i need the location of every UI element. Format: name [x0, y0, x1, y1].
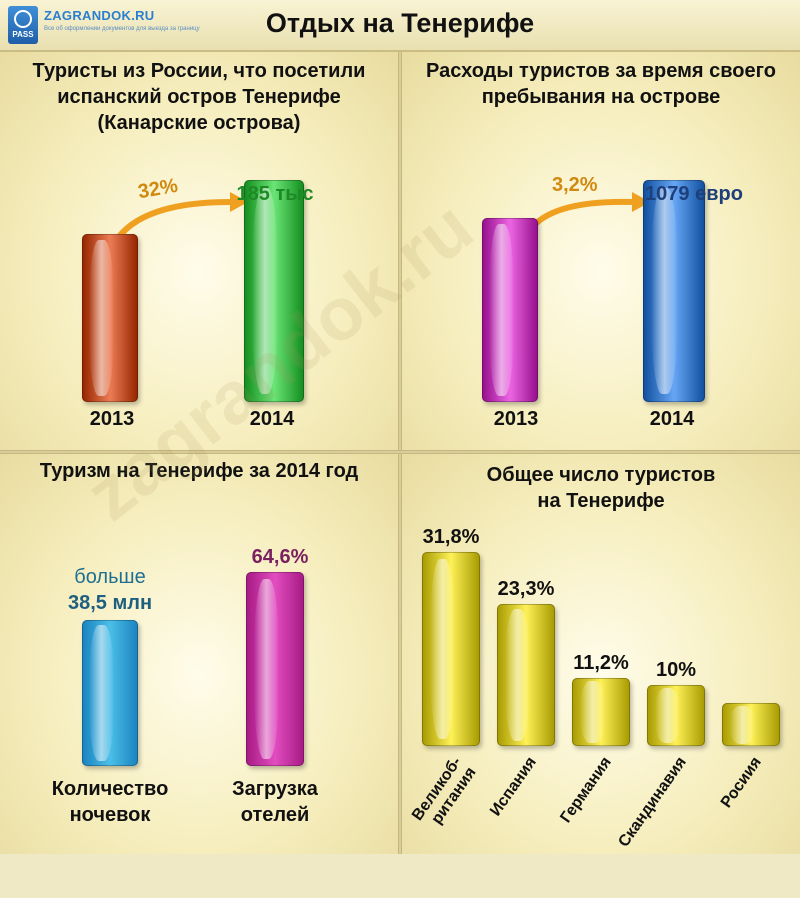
logo-subtitle: Все об оформлении документов для выезда …	[44, 26, 200, 32]
tick-label-2014: 2014	[649, 408, 695, 430]
chart-russian-tourists: Туристы из России, что посетили испански…	[0, 52, 398, 452]
bar-2014	[643, 180, 705, 402]
value-label-2: 23,3%	[497, 577, 555, 600]
chart-title: Туристы из России, что посетили испански…	[32, 60, 366, 134]
page-title: Отдых на Тенерифе	[265, 8, 535, 38]
bar-2013	[82, 234, 138, 402]
tick-label-2014: 2014	[249, 408, 295, 430]
bar-2014	[244, 180, 304, 402]
value-label-2014: 1079 евро	[645, 183, 743, 205]
chart-tourism-2014: Туризм на Тенерифе за 2014 год больше 38…	[0, 454, 398, 854]
bar-5	[722, 703, 780, 746]
tick-label-2013: 2013	[89, 408, 135, 430]
chart-tourist-share: Общее число туристов на Тенерифе 31,8% Ве…	[402, 454, 800, 854]
value-prefix-label: больше	[74, 566, 146, 588]
logo-name: ZAGRANDOK.RU	[44, 8, 155, 23]
value-label-1: 31,8%	[422, 526, 480, 548]
value-label-4: 10%	[655, 658, 697, 681]
chart-title: Общее число туристов на Тенерифе	[486, 464, 716, 512]
bar-2013	[482, 217, 538, 402]
chart-title: Расходы туристов за время своего пребыва…	[426, 60, 776, 108]
category-label-nights: Количество ночевок	[51, 778, 169, 826]
growth-arrow-icon	[107, 192, 248, 254]
category-label-hotels: Загрузка отелей	[232, 778, 318, 826]
header: PASS ZAGRANDOK.RU Все об оформлении доку…	[0, 0, 800, 52]
bar-4	[647, 684, 705, 746]
bar-hotels	[246, 572, 304, 766]
passport-icon: PASS	[8, 6, 38, 44]
bar-1	[422, 552, 480, 746]
tick-label-2013: 2013	[493, 408, 539, 430]
bar-nights	[82, 620, 138, 766]
logo: PASS ZAGRANDOK.RU Все об оформлении доку…	[8, 6, 218, 46]
growth-label: 3,2%	[552, 174, 598, 196]
value-label-3: 11,2%	[573, 651, 629, 674]
value-label-2014: 185 тыс	[236, 183, 314, 205]
divider-horizontal	[0, 450, 800, 454]
chart-tourist-spending: Расходы туристов за время своего пребыва…	[402, 52, 800, 452]
bar-3	[572, 677, 630, 746]
growth-arrow-icon	[527, 192, 650, 232]
value-label-nights: 38,5 млн	[67, 592, 153, 614]
value-label-hotels: 64,6%	[251, 546, 309, 568]
chart-title: Туризм на Тенерифе за 2014 год	[39, 460, 359, 482]
bar-2	[497, 603, 555, 746]
